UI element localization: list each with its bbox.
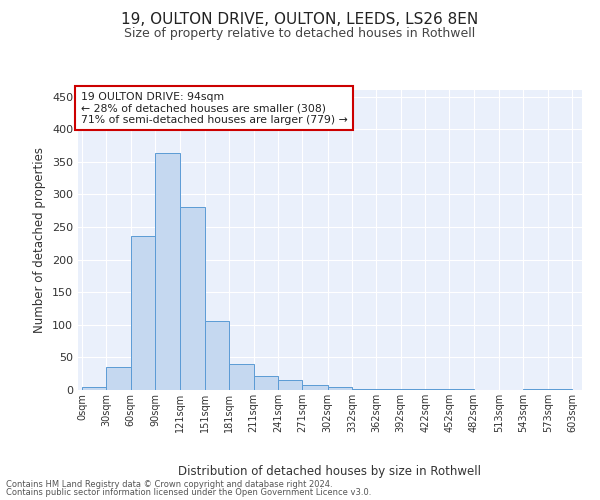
Text: Distribution of detached houses by size in Rothwell: Distribution of detached houses by size …	[179, 464, 482, 477]
Text: 19 OULTON DRIVE: 94sqm
← 28% of detached houses are smaller (308)
71% of semi-de: 19 OULTON DRIVE: 94sqm ← 28% of detached…	[80, 92, 347, 124]
Bar	[131, 236, 155, 390]
Text: Contains HM Land Registry data © Crown copyright and database right 2024.: Contains HM Land Registry data © Crown c…	[6, 480, 332, 489]
Bar	[155, 154, 181, 390]
Text: Size of property relative to detached houses in Rothwell: Size of property relative to detached ho…	[124, 28, 476, 40]
Y-axis label: Number of detached properties: Number of detached properties	[34, 147, 46, 333]
Bar	[106, 367, 131, 390]
Bar	[181, 206, 205, 390]
Text: 19, OULTON DRIVE, OULTON, LEEDS, LS26 8EN: 19, OULTON DRIVE, OULTON, LEEDS, LS26 8E…	[121, 12, 479, 28]
Bar	[523, 388, 548, 390]
Bar	[302, 385, 328, 390]
Bar	[82, 388, 106, 390]
Bar	[205, 321, 229, 390]
Bar	[278, 380, 302, 390]
Bar	[229, 364, 254, 390]
Text: Contains public sector information licensed under the Open Government Licence v3: Contains public sector information licen…	[6, 488, 371, 497]
Bar	[328, 388, 352, 390]
Bar	[254, 376, 278, 390]
